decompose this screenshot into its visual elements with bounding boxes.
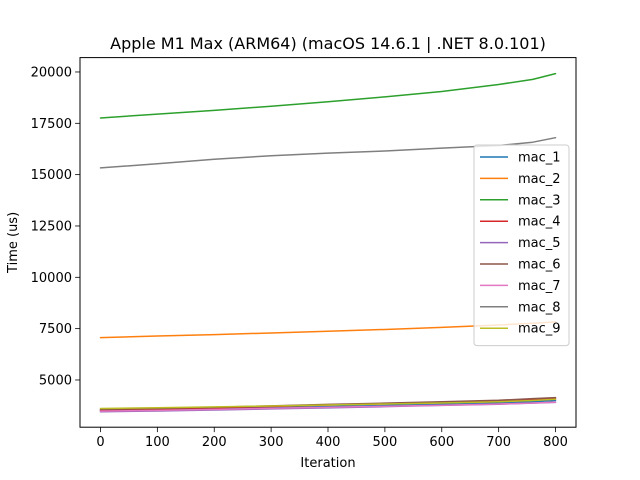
legend-label-mac-9: mac_9 <box>518 322 561 337</box>
x-axis-ticks: 0 100 200 300 400 500 600 700 800 <box>96 427 568 450</box>
series-line-mac-9 <box>99 398 557 410</box>
plot-lines <box>99 72 557 413</box>
legend-label-mac-7: mac_7 <box>518 279 561 294</box>
x-tick-label: 600 <box>429 435 454 450</box>
legend-label-mac-2: mac_2 <box>518 172 561 187</box>
x-tick-label: 500 <box>372 435 397 450</box>
x-tick-label: 700 <box>486 435 511 450</box>
legend-label-mac-5: mac_5 <box>518 236 561 251</box>
legend-box <box>473 144 570 347</box>
y-tick-label: 7500 <box>39 322 72 337</box>
legend-label-mac-4: mac_4 <box>518 215 561 230</box>
legend-label-mac-1: mac_1 <box>518 151 561 166</box>
x-tick-label: 800 <box>543 435 568 450</box>
y-tick-label: 10000 <box>31 271 72 286</box>
series-line-mac-8 <box>99 136 557 169</box>
y-tick-label: 15000 <box>31 168 72 183</box>
x-tick-label: 300 <box>259 435 284 450</box>
legend: mac_1 mac_2 mac_3 mac_4 mac_5 mac_6 mac_7 mac_8… <box>473 144 570 347</box>
y-tick-label: 12500 <box>31 219 72 234</box>
y-tick-label: 17500 <box>31 117 72 132</box>
series-line-mac-7 <box>99 401 557 412</box>
x-tick-label: 400 <box>316 435 341 450</box>
chart-title: Apple M1 Max (ARM64) (macOS 14.6.1 | .NE… <box>110 34 546 53</box>
series-line-mac-3 <box>99 72 557 119</box>
y-tick-label: 5000 <box>39 373 72 388</box>
legend-label-mac-8: mac_8 <box>518 300 561 315</box>
y-tick-label: 20000 <box>31 65 72 80</box>
x-tick-label: 100 <box>145 435 170 450</box>
legend-label-mac-6: mac_6 <box>518 258 561 273</box>
x-tick-label: 0 <box>96 435 104 450</box>
y-axis-label: Time (us) <box>6 212 21 274</box>
legend-label-mac-3: mac_3 <box>518 193 561 208</box>
x-tick-label: 200 <box>202 435 227 450</box>
y-axis-ticks: 5000 7500 10000 12500 15000 17500 20000 <box>31 65 80 388</box>
x-axis-label: Iteration <box>300 456 355 471</box>
